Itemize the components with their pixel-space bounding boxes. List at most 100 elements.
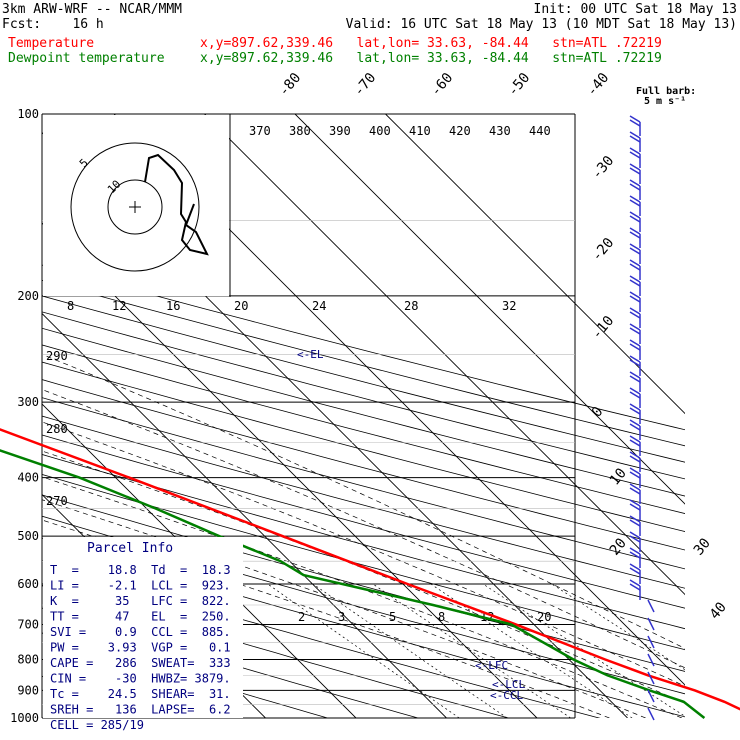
wind-barb-flag <box>629 371 641 379</box>
wind-barb-flag <box>629 579 641 587</box>
wind-barb-flag <box>629 279 641 287</box>
pressure-label: 800 <box>17 652 39 666</box>
parcel-info-row: Tc = 24.5 SHEAR= 31. <box>50 687 231 701</box>
pressure-label: 1000 <box>10 711 39 725</box>
wind-barb-flag <box>629 359 641 367</box>
pressure-label: 300 <box>17 395 39 409</box>
wind-barb-flag <box>629 215 641 223</box>
isotherm-label: -40 <box>584 70 613 100</box>
wind-barb-flag <box>629 211 641 219</box>
wind-barb-flag <box>629 499 641 507</box>
wind-barb-flag <box>629 471 641 479</box>
parcel-info-row: CIN = -30 HWBZ= 3879. <box>50 672 231 686</box>
theta-label: 410 <box>409 124 431 138</box>
parcel-info-row: TT = 47 EL = 250. <box>50 610 231 624</box>
wind-scale-label: 24 <box>312 299 326 313</box>
isotherm-line <box>42 403 357 718</box>
parcel-info-row: CELL = 285/19 <box>50 718 144 732</box>
wind-barb-flag <box>629 231 641 239</box>
wind-barb-flag <box>629 163 641 171</box>
wind-barb-flag <box>629 563 641 571</box>
wind-barb <box>647 635 655 649</box>
pressure-label: 500 <box>17 529 39 543</box>
pressure-label: 700 <box>17 617 39 631</box>
dry-adiabat-line <box>42 295 685 463</box>
theta-label: 400 <box>369 124 391 138</box>
wind-barb-flag <box>629 259 641 267</box>
pressure-label: 600 <box>17 577 39 591</box>
dry-adiabat-line <box>42 607 420 718</box>
wind-barb-flag <box>629 419 641 427</box>
dry-adiabat-line <box>42 494 685 672</box>
isotherm-label: -80 <box>276 70 305 100</box>
wind-barb-flag <box>629 135 641 143</box>
mixing-ratio-line <box>267 583 460 718</box>
wind-scale-label: 28 <box>404 299 418 313</box>
isotherm-label: -50 <box>505 70 534 100</box>
model-title: 3km ARW-WRF -- NCAR/MMM <box>2 2 183 17</box>
isotherm-line <box>204 114 685 596</box>
wind-barb-flag <box>629 327 641 335</box>
hodograph-trace <box>144 153 209 256</box>
isotherm-label: 10 <box>607 465 630 488</box>
parcel-info-title: Parcel Info <box>87 541 173 556</box>
dewpoint-location-info: x,y=897.62,339.46 lat,lon= 33.63, -84.44… <box>200 51 662 66</box>
wind-barb-flag <box>629 467 641 475</box>
parcel-info-row: K = 35 LFC = 822. <box>50 594 231 608</box>
wind-barb <box>647 599 655 613</box>
wind-barb-flag <box>629 583 641 591</box>
theta-label: 440 <box>529 124 551 138</box>
wind-barb-flag <box>629 455 641 463</box>
parcel-info-row: SREH = 136 LAPSE= 6.2 <box>50 703 231 717</box>
parcel-info-box <box>43 537 243 718</box>
wind-barb-flag <box>629 339 641 347</box>
mixing-ratio-label: 5 <box>389 610 396 624</box>
dry-adiabat-line <box>42 473 685 651</box>
wind-barb-flag <box>629 227 641 235</box>
pressure-label: 900 <box>17 683 39 697</box>
wind-barb-flag <box>629 179 641 187</box>
theta-label: 370 <box>249 124 271 138</box>
wind-barb-flag <box>629 407 641 415</box>
theta-label: 430 <box>489 124 511 138</box>
pressure-label: 100 <box>17 107 39 121</box>
mixing-ratio-label: 3 <box>338 610 345 624</box>
isotherm-line <box>42 312 447 718</box>
wind-barb-flag <box>629 243 641 251</box>
wind-barb-flag <box>629 263 641 271</box>
wind-barb-flag <box>629 167 641 175</box>
wind-barb-flag <box>629 275 641 283</box>
wind-barb-flag <box>629 183 641 191</box>
wind-barb-flag <box>629 451 641 459</box>
wind-barb-flag <box>629 387 641 395</box>
wind-barb-flag <box>629 151 641 159</box>
wind-barb <box>647 617 655 631</box>
theta-label: 290 <box>46 349 68 363</box>
dry-adiabat-line <box>42 583 511 718</box>
wind-barb-flag <box>629 291 641 299</box>
wind-barb-flag <box>629 311 641 319</box>
wind-barb-flag <box>629 131 641 139</box>
hodograph-ring <box>70 142 200 272</box>
level-annotation: <-CCL <box>490 689 523 702</box>
valid-time: Valid: 16 UTC Sat 18 May 13 (10 MDT Sat … <box>345 17 737 32</box>
wind-barb-flag <box>629 531 641 539</box>
wind-barb-flag <box>629 295 641 303</box>
wind-barb-flag <box>629 423 641 431</box>
wind-barb-flag <box>629 519 641 527</box>
wind-barb-flag <box>629 355 641 363</box>
dry-adiabat-line <box>42 279 685 447</box>
isotherm-line <box>294 114 685 505</box>
dry-adiabat-line <box>42 361 685 533</box>
wind-scale-label: 20 <box>234 299 248 313</box>
level-annotation: <-LFC <box>475 659 508 672</box>
wind-barb <box>647 653 655 667</box>
isotherm-label: 30 <box>691 535 714 558</box>
wind-barb <box>647 671 655 685</box>
wind-barb-flag <box>629 547 641 555</box>
theta-label: 380 <box>289 124 311 138</box>
mixing-ratio-label: 20 <box>537 610 551 624</box>
temperature-legend: Temperature <box>8 36 95 51</box>
forecast-hour: Fcst: 16 h <box>2 17 104 32</box>
